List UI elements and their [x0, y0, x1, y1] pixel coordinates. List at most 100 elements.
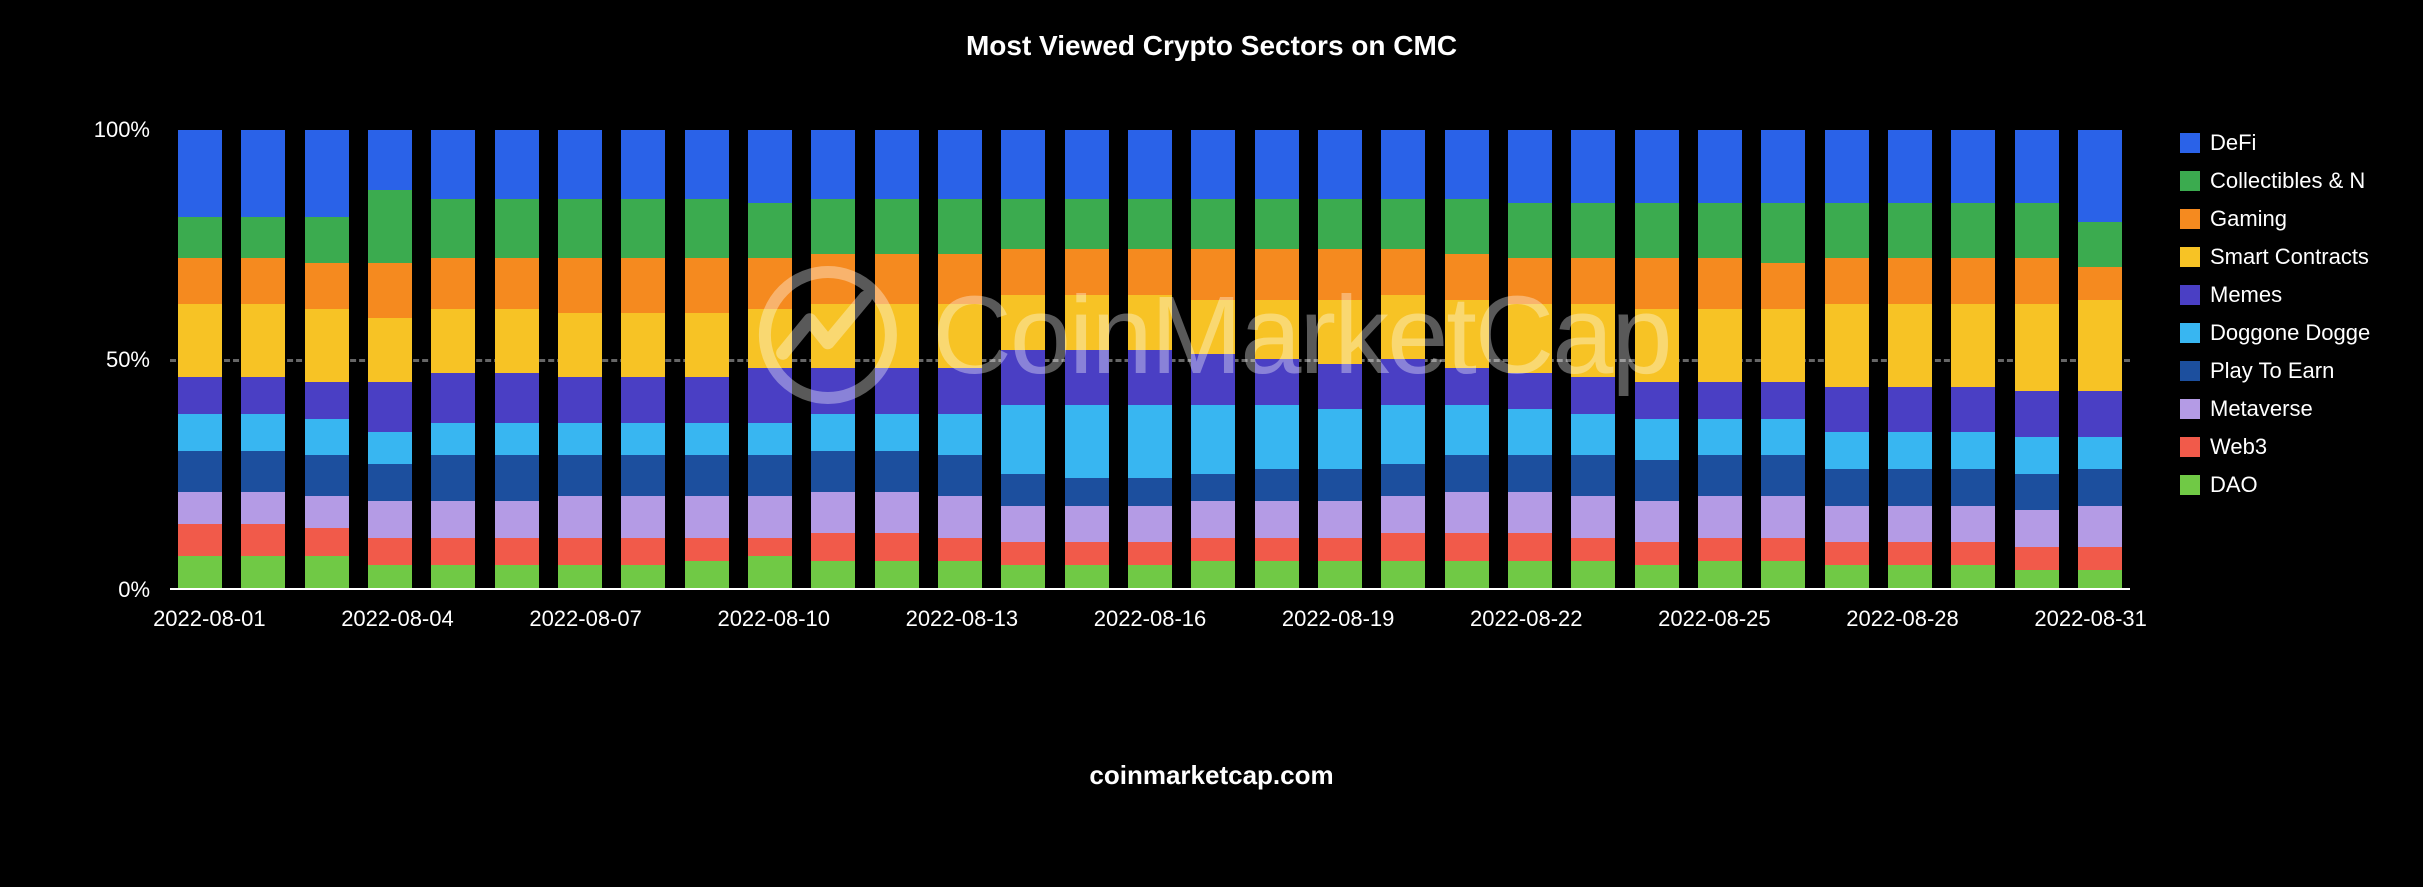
bar-segment-dao [558, 565, 602, 588]
bar-segment-doggone [621, 423, 665, 455]
bar-segment-metaverse [1888, 506, 1932, 543]
bar-segment-defi [811, 130, 855, 199]
x-tick: 2022-08-07 [529, 606, 642, 632]
bar-segment-dao [178, 556, 222, 588]
bar-segment-playToEarn [1128, 478, 1172, 505]
bar-segment-gaming [1635, 258, 1679, 308]
legend-label: Memes [2210, 282, 2282, 308]
bar-segment-gaming [558, 258, 602, 313]
bar-segment-defi [621, 130, 665, 199]
bar [495, 130, 539, 588]
bar-segment-defi [1001, 130, 1045, 199]
bar-segment-web3 [368, 538, 412, 565]
bar-segment-defi [1825, 130, 1869, 203]
bar-segment-memes [1445, 368, 1489, 405]
bar-segment-collectibles [1191, 199, 1235, 249]
bar-segment-doggone [938, 414, 982, 455]
bar-segment-smartContracts [1951, 304, 1995, 386]
bar-segment-web3 [1698, 538, 1742, 561]
bar-segment-dao [431, 565, 475, 588]
bar-segment-collectibles [1318, 199, 1362, 249]
bar-segment-playToEarn [558, 455, 602, 496]
bar-segment-playToEarn [811, 451, 855, 492]
bar-segment-gaming [875, 254, 919, 304]
bar-segment-web3 [1825, 542, 1869, 565]
legend-label: Play To Earn [2210, 358, 2334, 384]
bar-segment-defi [241, 130, 285, 217]
bar [1065, 130, 1109, 588]
legend-item-doggone: Doggone Dogge [2180, 320, 2420, 346]
bar-segment-collectibles [1508, 203, 1552, 258]
bar-segment-metaverse [1508, 492, 1552, 533]
bar-segment-metaverse [1698, 496, 1742, 537]
bar-segment-memes [1381, 359, 1425, 405]
bar-segment-playToEarn [2015, 474, 2059, 511]
bar-segment-dao [495, 565, 539, 588]
bar-segment-gaming [1508, 258, 1552, 304]
bar-segment-defi [305, 130, 349, 217]
bar-segment-gaming [495, 258, 539, 308]
bar [1318, 130, 1362, 588]
bar-segment-doggone [2015, 437, 2059, 474]
bar-segment-smartContracts [938, 304, 982, 368]
bar-segment-smartContracts [621, 313, 665, 377]
bar-segment-doggone [748, 423, 792, 455]
bar-segment-collectibles [1445, 199, 1489, 254]
bar [875, 130, 919, 588]
bar-segment-defi [748, 130, 792, 203]
bar [1191, 130, 1235, 588]
bar-segment-gaming [431, 258, 475, 308]
bar-segment-memes [558, 377, 602, 423]
bar-segment-metaverse [1635, 501, 1679, 542]
bar-segment-memes [305, 382, 349, 419]
bar-segment-web3 [1001, 542, 1045, 565]
bar-segment-dao [1318, 561, 1362, 588]
x-tick: 2022-08-13 [906, 606, 1019, 632]
bar-segment-dao [1191, 561, 1235, 588]
bar-segment-dao [305, 556, 349, 588]
bar-segment-web3 [431, 538, 475, 565]
bar-segment-defi [938, 130, 982, 199]
bar-segment-metaverse [1761, 496, 1805, 537]
bar-segment-gaming [368, 263, 412, 318]
bar-segment-gaming [1951, 258, 1995, 304]
bar-segment-metaverse [431, 501, 475, 538]
chart-container: 100% 50% 0% 2022-08-012022-08-042022-08-… [80, 110, 2160, 670]
bar-segment-dao [2015, 570, 2059, 588]
bar-segment-smartContracts [1698, 309, 1742, 382]
bar-segment-memes [621, 377, 665, 423]
bar-segment-memes [241, 377, 285, 414]
chart-footer: coinmarketcap.com [0, 760, 2423, 791]
bar-segment-web3 [1571, 538, 1615, 561]
bar-segment-gaming [1825, 258, 1869, 304]
legend-swatch [2180, 285, 2200, 305]
bar-segment-defi [1445, 130, 1489, 199]
bar-segment-web3 [938, 538, 982, 561]
legend-label: Metaverse [2210, 396, 2313, 422]
bar-segment-memes [431, 373, 475, 423]
bar-segment-metaverse [1951, 506, 1995, 543]
bar-segment-playToEarn [1318, 469, 1362, 501]
bar-segment-dao [368, 565, 412, 588]
legend-item-defi: DeFi [2180, 130, 2420, 156]
bar-segment-dao [1951, 565, 1995, 588]
bar-segment-gaming [305, 263, 349, 309]
bar-segment-doggone [875, 414, 919, 451]
bar-segment-metaverse [1318, 501, 1362, 538]
bar-segment-memes [1128, 350, 1172, 405]
bar-segment-collectibles [748, 203, 792, 258]
bar-segment-doggone [1445, 405, 1489, 455]
bar-segment-doggone [1761, 419, 1805, 456]
bar-segment-dao [1571, 561, 1615, 588]
bar-segment-web3 [1128, 542, 1172, 565]
bar [558, 130, 602, 588]
bar-segment-smartContracts [1191, 300, 1235, 355]
bar-segment-playToEarn [621, 455, 665, 496]
bar-segment-web3 [1635, 542, 1679, 565]
bar-segment-collectibles [1888, 203, 1932, 258]
bar-segment-playToEarn [1065, 478, 1109, 505]
x-tick: 2022-08-19 [1282, 606, 1395, 632]
bar-segment-memes [1508, 373, 1552, 410]
bar [1381, 130, 1425, 588]
bar-segment-web3 [2015, 547, 2059, 570]
